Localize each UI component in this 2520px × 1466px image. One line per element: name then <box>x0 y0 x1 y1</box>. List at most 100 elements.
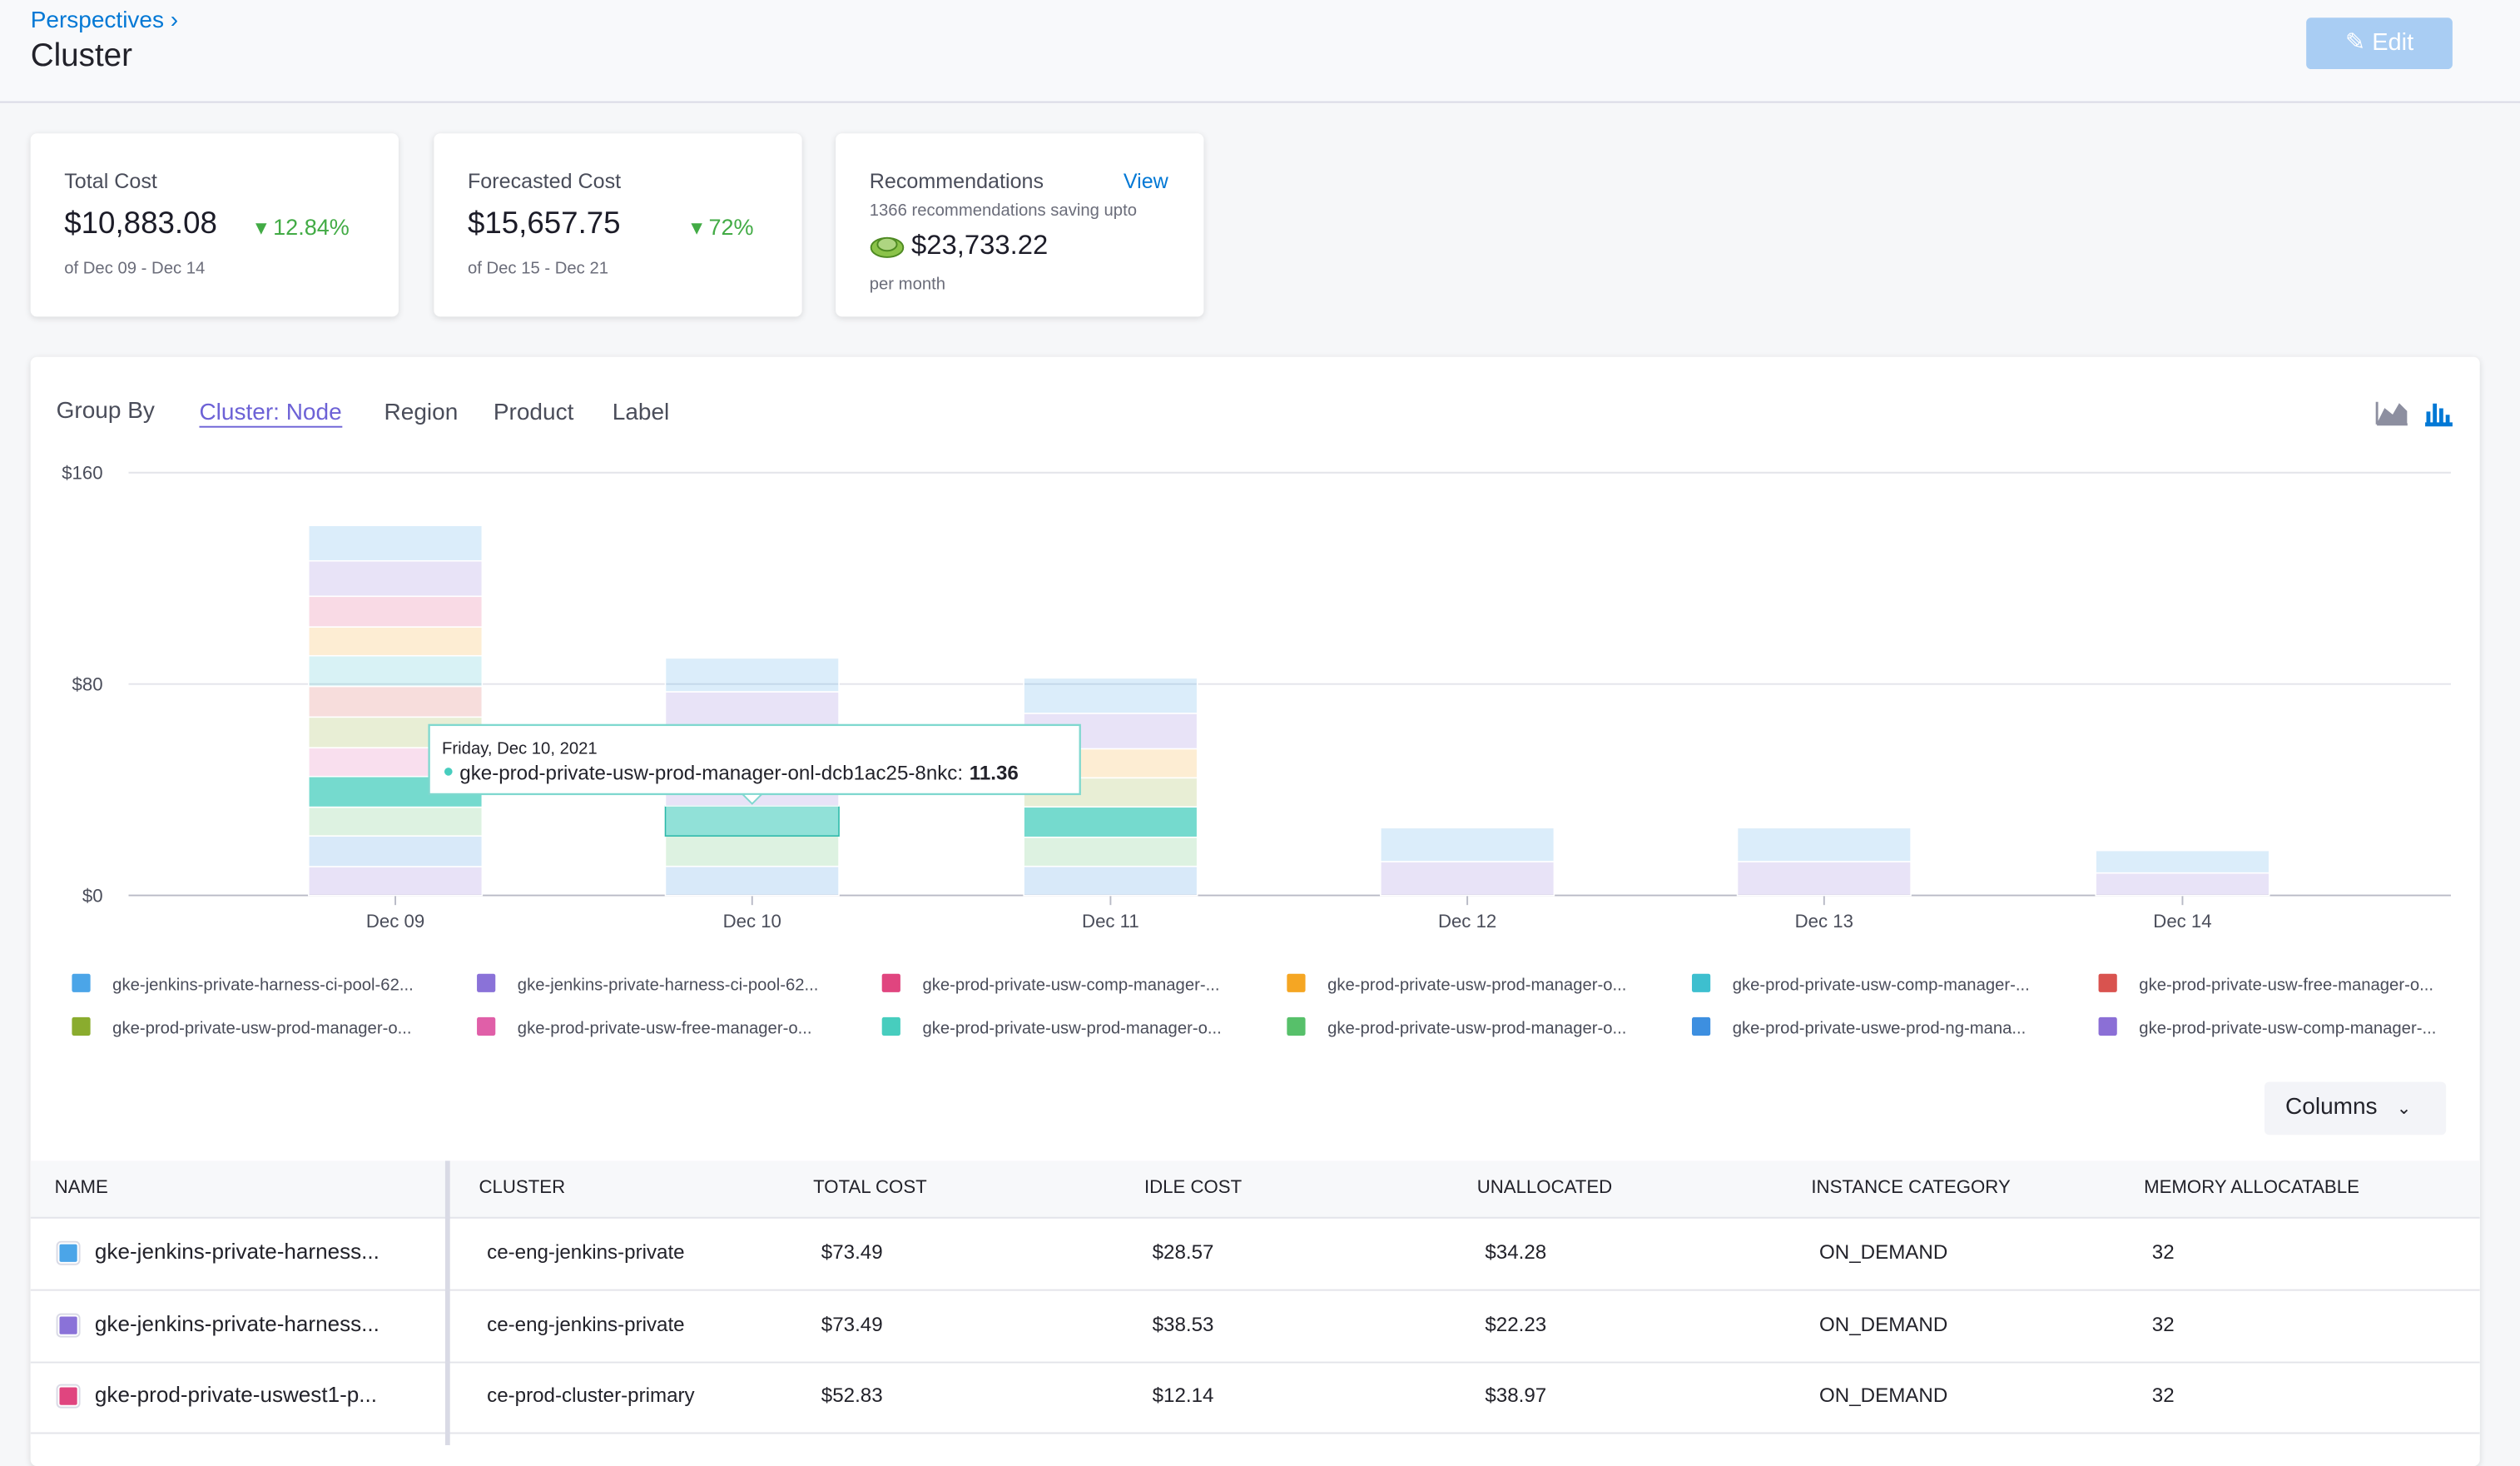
table-cell: gke-jenkins-private-harness... <box>94 1310 379 1335</box>
table-cell: 32 <box>2151 1384 2175 1407</box>
bar-segment <box>308 595 484 628</box>
column-header: MEMORY ALLOCATABLE <box>2144 1178 2359 1198</box>
bar-segment <box>2095 872 2270 897</box>
legend-swatch <box>69 971 93 995</box>
bar-segment <box>1736 861 1912 897</box>
breadcrumb[interactable]: Perspectives › <box>30 7 179 34</box>
card-period: of Dec 09 - Dec 14 <box>64 258 206 279</box>
bar-segment <box>1023 806 1198 838</box>
bar-segment <box>1736 827 1912 862</box>
x-tick-label: Dec 12 <box>1438 911 1496 932</box>
bar-segment <box>1023 865 1198 897</box>
table-cell: 32 <box>2151 1312 2175 1335</box>
edit-button[interactable]: ✎ Edit <box>2306 17 2453 70</box>
table-cell: $22.23 <box>1485 1312 1547 1335</box>
card-label: Forecasted Cost <box>467 168 622 193</box>
bar-segment <box>664 657 840 693</box>
breadcrumb-link[interactable]: Perspectives <box>30 7 165 34</box>
y-tick-label: $0 <box>82 885 103 906</box>
bar-segment <box>1380 827 1555 862</box>
table-header-row <box>30 1160 2480 1219</box>
legend-label: gke-prod-private-usw-comp-manager-... <box>2139 1020 2436 1038</box>
table-cell: $38.53 <box>1152 1312 1214 1335</box>
forecast-card: Forecasted Cost $15,657.75 ▾ 72% of Dec … <box>434 133 802 317</box>
table-cell: ON_DEMAND <box>1819 1312 1948 1335</box>
group-by-option[interactable]: Cluster: Node <box>199 400 342 428</box>
legend-label: gke-prod-private-usw-prod-manager-o... <box>1327 977 1626 995</box>
columns-label: Columns <box>2285 1095 2378 1121</box>
legend-label: gke-prod-private-uswe-prod-ng-mana... <box>1733 1020 2026 1038</box>
column-header: INSTANCE CATEGORY <box>1811 1178 2011 1198</box>
row-swatch <box>57 1314 79 1335</box>
tooltip-box <box>428 723 1081 796</box>
legend-swatch <box>474 971 499 995</box>
legend-label: gke-prod-private-usw-prod-manager-o... <box>112 1020 411 1038</box>
table-cell: $52.83 <box>821 1384 883 1407</box>
legend-swatch <box>879 971 903 995</box>
bar-segment <box>308 626 484 657</box>
table-row <box>30 1362 2480 1434</box>
header-bar <box>0 0 2520 103</box>
group-by-option[interactable]: Product <box>493 400 574 426</box>
bar-segment <box>308 559 484 598</box>
view-link[interactable]: View <box>1123 168 1168 193</box>
legend-label: gke-prod-private-usw-prod-manager-o... <box>922 1020 1221 1038</box>
x-tick-label: Dec 13 <box>1795 911 1853 932</box>
legend-label: gke-jenkins-private-harness-ci-pool-62..… <box>518 977 819 995</box>
legend-swatch <box>1284 971 1308 995</box>
legend-label: gke-prod-private-usw-prod-manager-o... <box>1327 1020 1626 1038</box>
legend-label: gke-prod-private-usw-comp-manager-... <box>1733 977 2030 995</box>
legend-swatch <box>1689 1014 1714 1038</box>
card-value: $15,657.75 <box>467 207 621 241</box>
bar-segment <box>1023 836 1198 867</box>
bar-segment <box>308 685 484 718</box>
card-value: $10,883.08 <box>64 207 217 241</box>
card-label: Total Cost <box>64 168 157 193</box>
tooltip-pointer <box>740 793 764 805</box>
column-divider <box>444 1160 450 1445</box>
card-change: ▾ 72% <box>691 213 754 240</box>
column-header: IDLE COST <box>1143 1178 1243 1198</box>
bar-segment <box>664 865 840 897</box>
x-tick-label: Dec 10 <box>723 911 781 932</box>
chart-type-toggle[interactable] <box>2375 397 2456 430</box>
money-icon <box>870 236 905 258</box>
bar-segment <box>1023 677 1198 714</box>
table-cell: ce-prod-cluster-primary <box>487 1384 695 1407</box>
bar-segment <box>664 835 840 867</box>
recommendations-card: Recommendations View 1366 recommendation… <box>836 133 1204 317</box>
column-header: UNALLOCATED <box>1476 1178 1613 1198</box>
card-period: per month <box>869 275 946 295</box>
table-cell: ce-eng-jenkins-private <box>487 1312 685 1335</box>
legend-swatch <box>2096 1014 2120 1038</box>
x-tick-label: Dec 14 <box>2153 911 2211 932</box>
bar-segment <box>308 835 484 867</box>
table-cell: ce-eng-jenkins-private <box>487 1240 685 1264</box>
bar-segment <box>1380 861 1555 897</box>
table-cell: $12.14 <box>1152 1384 1214 1407</box>
card-value: $23,733.22 <box>910 230 1049 261</box>
columns-button[interactable]: Columns ⌄ <box>2264 1081 2447 1136</box>
group-by-option[interactable]: Label <box>612 400 670 426</box>
page-title: Cluster <box>30 38 133 74</box>
y-tick-label: $80 <box>72 673 103 694</box>
table-cell: $73.49 <box>821 1240 883 1264</box>
legend-label: gke-jenkins-private-harness-ci-pool-62..… <box>112 977 414 995</box>
card-note: 1366 recommendations saving upto <box>869 201 1137 221</box>
legend-label: gke-prod-private-usw-free-manager-o... <box>2139 977 2433 995</box>
column-header: NAME <box>54 1178 108 1198</box>
table-cell: $73.49 <box>821 1312 883 1335</box>
column-header: TOTAL COST <box>813 1178 927 1198</box>
tooltip-text: gke-prod-private-usw-prod-manager-onl-dc… <box>459 763 1019 785</box>
legend-label: gke-prod-private-usw-free-manager-o... <box>518 1020 812 1038</box>
table: NAME CLUSTER TOTAL COST IDLE COST UNALLOCATE… <box>30 1160 2480 1445</box>
tooltip-dot <box>444 768 453 776</box>
card-change: ▾ 12.84% <box>255 213 350 240</box>
bar-segment <box>308 806 484 837</box>
edit-label: Edit <box>2372 28 2414 57</box>
tooltip-value: 11.36 <box>970 763 1019 785</box>
group-by-option[interactable]: Region <box>384 400 459 426</box>
tooltip-date: Friday, Dec 10, 2021 <box>442 740 598 758</box>
